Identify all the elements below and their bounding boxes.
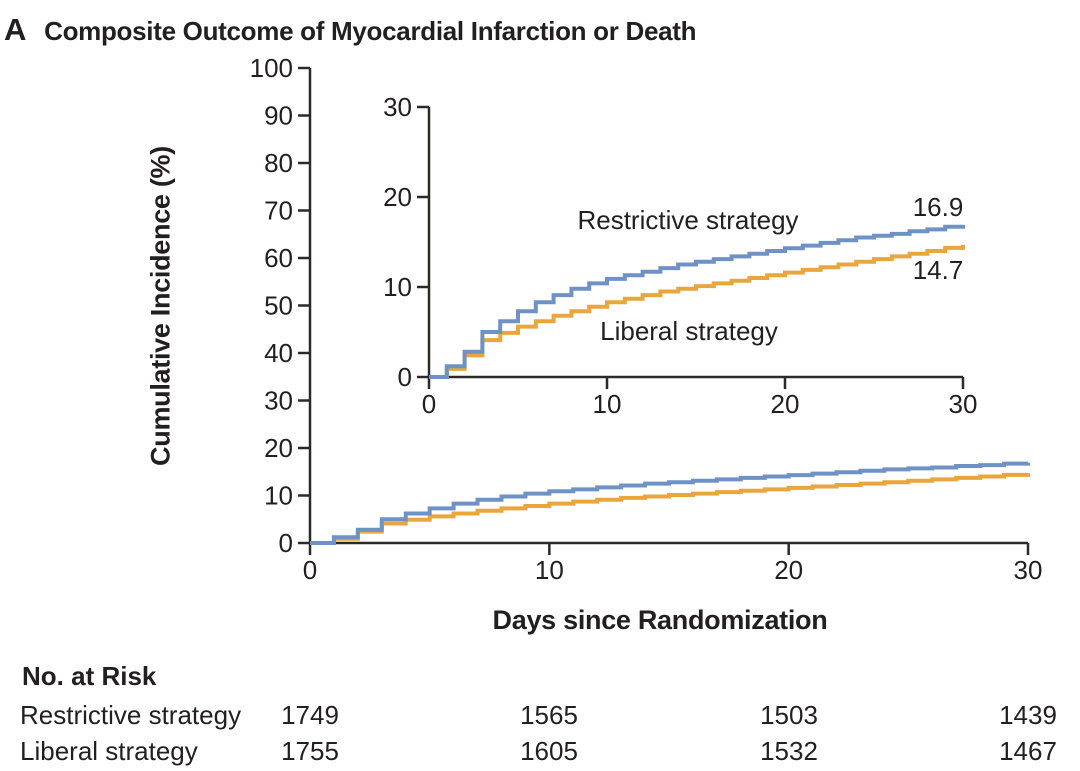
main-x-tick-label: 30 xyxy=(1014,555,1043,585)
risk-value: 1565 xyxy=(520,700,578,730)
inset-x-tick-label: 0 xyxy=(422,389,436,419)
inset-x-tick-label: 30 xyxy=(949,389,978,419)
main-y-tick-label: 30 xyxy=(264,386,293,416)
liberal-strategy-curve-main xyxy=(310,472,1030,545)
main-x-tick-label: 20 xyxy=(774,555,803,585)
restrictive-strategy-curve-main xyxy=(310,461,1030,545)
risk-value: 1503 xyxy=(760,700,818,730)
liberal-end-value-label: 14.7 xyxy=(912,255,964,285)
risk-value: 1439 xyxy=(999,700,1057,730)
liberal-strategy-curve-inset xyxy=(429,244,965,379)
inset-y-tick-label: 20 xyxy=(383,182,412,212)
risk-value: 1749 xyxy=(281,700,339,730)
restrictive-curve-label: Restrictive strategy xyxy=(577,205,799,235)
inset-x-tick-label: 20 xyxy=(771,389,800,419)
main-x-tick-label: 0 xyxy=(303,555,317,585)
inset-y-tick-label: 10 xyxy=(383,272,412,302)
main-y-tick-label: 0 xyxy=(279,528,293,558)
y-axis-title: Cumulative Incidence (%) xyxy=(145,146,176,466)
main-y-tick-label: 10 xyxy=(264,481,293,511)
restrictive-strategy-curve-inset xyxy=(429,224,965,379)
risk-value: 1755 xyxy=(281,736,339,766)
liberal-curve-label: Liberal strategy xyxy=(600,316,778,346)
x-axis-title: Days since Randomization xyxy=(492,605,828,635)
restrictive-end-value-label: 16.9 xyxy=(912,192,964,222)
inset-y-tick-label: 30 xyxy=(383,92,412,122)
figure-title: Composite Outcome of Myocardial Infarcti… xyxy=(44,16,697,46)
main-x-tick-label: 10 xyxy=(535,555,564,585)
risk-row-liberal-label: Liberal strategy xyxy=(20,736,198,766)
figure-title-row: A Composite Outcome of Myocardial Infarct… xyxy=(4,12,697,48)
risk-value: 1605 xyxy=(520,736,578,766)
risk-row-restrictive-label: Restrictive strategy xyxy=(20,700,242,730)
risk-value: 1467 xyxy=(999,736,1057,766)
main-y-tick-label: 100 xyxy=(250,53,293,83)
panel-label: A xyxy=(4,12,27,47)
main-y-tick-label: 70 xyxy=(264,196,293,226)
inset-x-tick-label: 10 xyxy=(593,389,622,419)
main-y-tick-label: 40 xyxy=(264,338,293,368)
inset-y-tick-label: 0 xyxy=(398,362,412,392)
main-y-tick-label: 80 xyxy=(264,148,293,178)
risk-table-header: No. at Risk xyxy=(22,661,157,691)
main-axis-spine xyxy=(308,68,1028,545)
risk-value: 1532 xyxy=(760,736,818,766)
main-y-tick-label: 20 xyxy=(264,433,293,463)
main-y-tick-label: 60 xyxy=(264,243,293,273)
main-y-tick-label: 50 xyxy=(264,291,293,321)
inset-plot: 0 10 20 30 0 10 20 30 xyxy=(383,92,977,419)
main-y-tick-label: 90 xyxy=(264,101,293,131)
